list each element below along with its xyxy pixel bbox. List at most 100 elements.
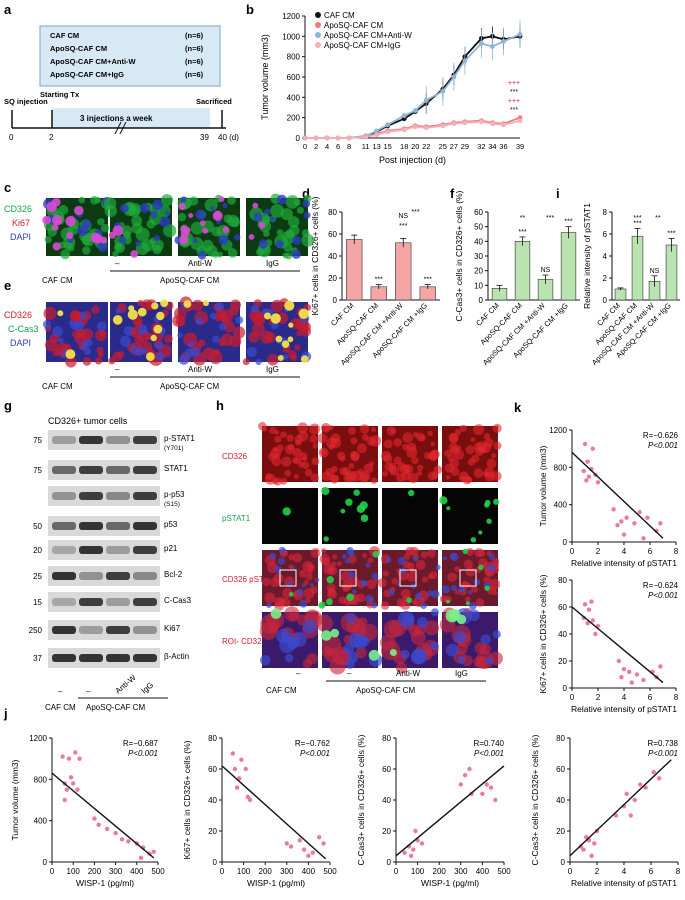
cell-signal [52, 197, 61, 207]
bar [514, 241, 531, 301]
cell-signal [127, 309, 138, 320]
cell-signal [82, 357, 92, 366]
cell-signal [178, 203, 186, 211]
y-axis-title: Ki67+ cells in CD326+ cells (%) [538, 574, 548, 693]
data-point [151, 849, 156, 854]
blot-col-1: – [58, 687, 63, 696]
cell-signal [302, 461, 310, 469]
cell-signal [174, 307, 187, 320]
cell-signal [310, 473, 320, 482]
cell-signal [480, 634, 491, 645]
cell-signal [139, 203, 150, 214]
cell-signal [275, 240, 284, 249]
cell-signal [442, 556, 447, 561]
cell-signal [415, 560, 426, 570]
blot-row: p-p53 (S15) [48, 486, 185, 508]
cell-signal [299, 570, 307, 578]
cell-signal [66, 232, 74, 240]
data-point [656, 776, 662, 781]
col-label-igg: IgG [266, 365, 279, 374]
blot-band [52, 492, 76, 500]
y-tick-label: 2 [603, 274, 608, 283]
h-col-1: – [296, 669, 301, 678]
cell-signal [486, 518, 492, 524]
data-point [96, 822, 101, 827]
data-point [595, 480, 601, 485]
data-point [64, 787, 70, 792]
cell-signal [491, 471, 502, 482]
cell-signal [151, 239, 164, 252]
cell-signal [296, 330, 303, 337]
data-point [493, 797, 498, 803]
cell-signal [112, 315, 123, 325]
x-axis-title: Relative intensity of pSTAT1 [571, 558, 677, 568]
data-point [243, 766, 248, 772]
cell-signal [429, 449, 440, 460]
cell-signal [288, 554, 295, 561]
cell-signal [321, 486, 330, 496]
cell-signal [465, 596, 471, 603]
cell-signal [164, 334, 173, 344]
cell-signal [58, 204, 69, 215]
data-point [584, 478, 589, 483]
cell-signal [177, 213, 187, 222]
data-point [247, 797, 253, 803]
data-point [237, 776, 242, 781]
y-tick-label: 40 [208, 796, 217, 805]
data-point [585, 621, 590, 626]
cell-signal [44, 235, 52, 244]
cell-signal [470, 585, 479, 593]
cell-signal [137, 307, 147, 317]
blot-band [52, 546, 76, 554]
bar [560, 232, 577, 301]
cell-signal [439, 595, 447, 603]
data-point [402, 850, 407, 855]
cell-signal [78, 196, 86, 204]
legend-marker [315, 22, 321, 28]
x-axis-title: WISP-1 (pg/ml) [76, 878, 134, 888]
y-tick-label: 0 [603, 296, 608, 305]
cell-signal [453, 449, 465, 460]
blot-band [52, 522, 76, 530]
cell-signal [97, 218, 105, 226]
r-value: R=−0.624 [643, 581, 679, 590]
tick-0: 0 [9, 133, 14, 142]
cell-signal [284, 444, 295, 455]
cell-signal [418, 434, 426, 442]
cell-signal [153, 235, 160, 242]
y-tick-label: 0 [213, 858, 218, 867]
panel-label-e: e [4, 278, 11, 293]
cell-signal [396, 662, 408, 674]
bar [346, 239, 363, 301]
panel-label-g: g [4, 398, 12, 413]
cell-signal [315, 614, 333, 632]
blot-strip [48, 540, 160, 560]
y-tick-label: 0 [43, 858, 48, 867]
cell-signal [180, 225, 188, 233]
group-caf-label: CAF CM [42, 382, 73, 391]
cell-signal [435, 564, 441, 570]
h-col-4: IgG [455, 669, 468, 678]
blot-row-label: p-p53 [164, 490, 185, 499]
y-tick-label: 0 [296, 134, 301, 143]
cell-signal [252, 202, 259, 209]
cell-signal [359, 424, 370, 434]
cell-signal [258, 422, 267, 431]
cell-signal [473, 468, 484, 478]
cell-signal [386, 426, 396, 436]
cell-signal [77, 225, 88, 237]
cell-signal [342, 467, 351, 475]
blot-band [106, 466, 130, 474]
cell-signal [491, 453, 497, 459]
cell-signal [408, 489, 415, 497]
fit-line [51, 772, 155, 859]
cell-signal [399, 567, 406, 574]
cell-signal [352, 589, 357, 594]
cell-signal [478, 564, 484, 571]
cell-signal [248, 331, 260, 343]
cell-signal [250, 304, 259, 313]
x-tick-label: 6 [648, 547, 653, 556]
mw-marker: 75 [33, 436, 42, 445]
